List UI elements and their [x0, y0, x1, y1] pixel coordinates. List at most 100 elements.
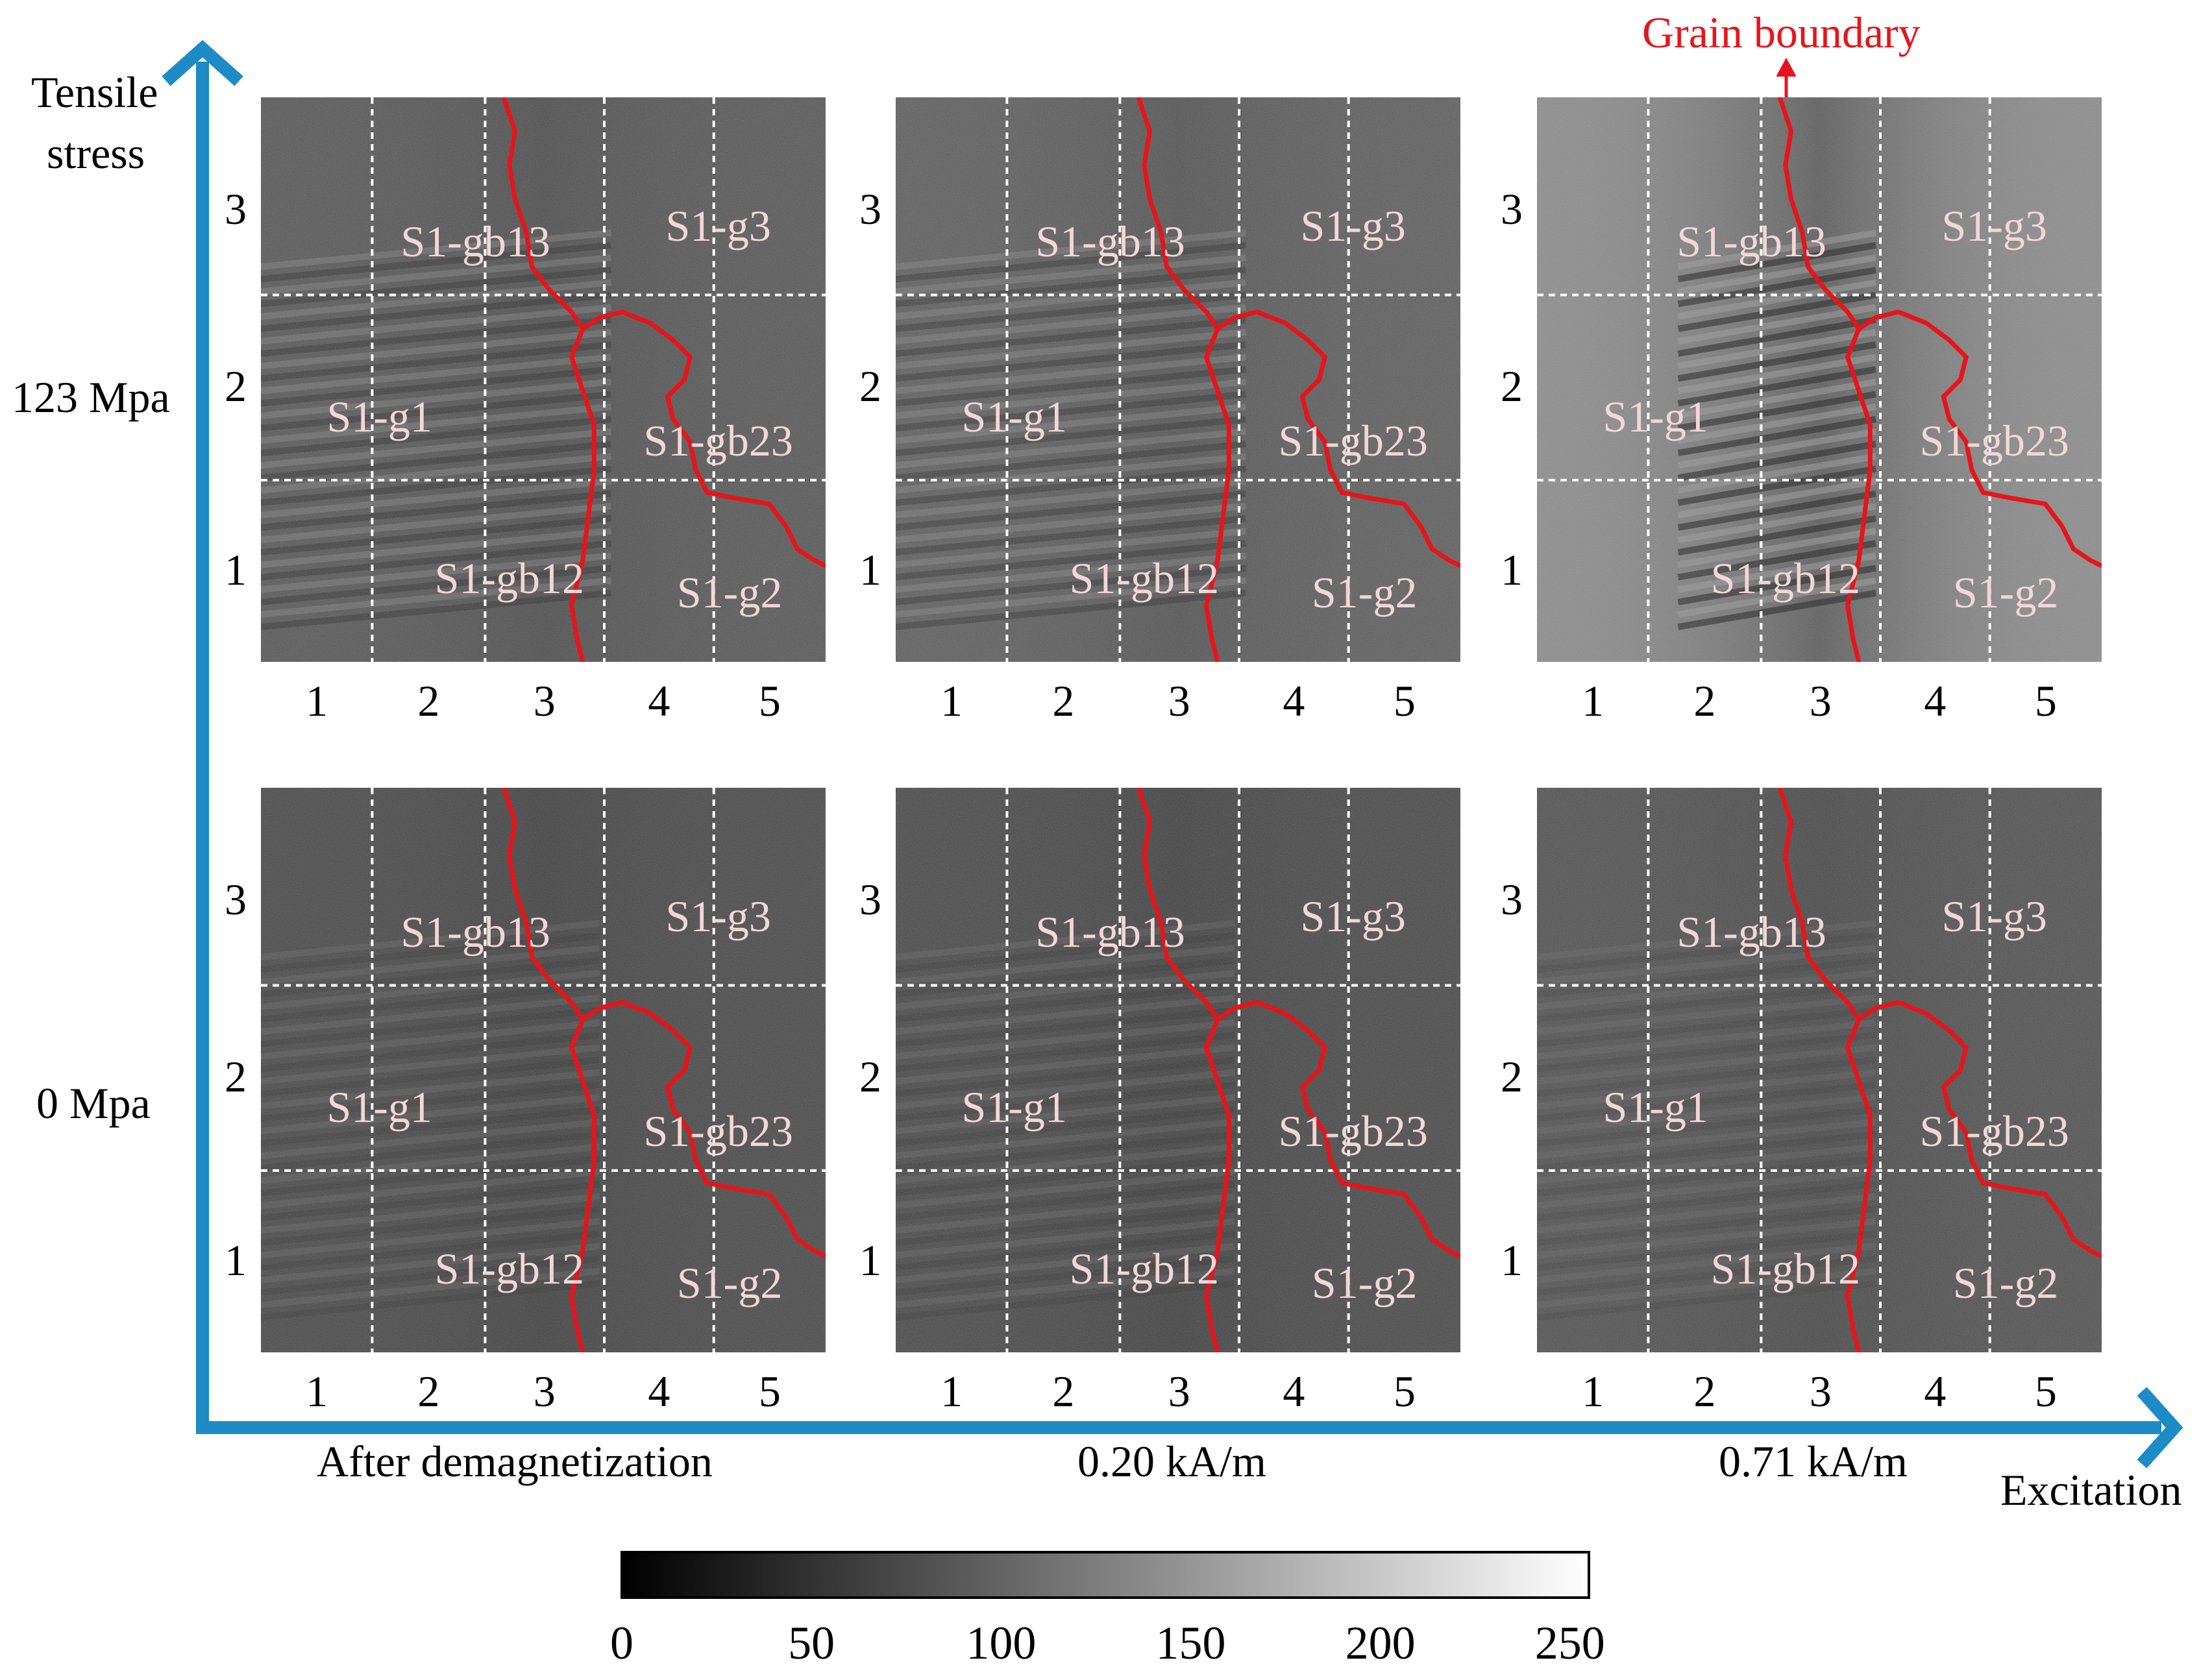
region-label-gb12: S1-gb12 — [1069, 1244, 1220, 1294]
grain-boundary-line — [1136, 97, 1231, 662]
region-label-gb13: S1-gb13 — [1035, 216, 1185, 266]
region-label-g2: S1-g2 — [676, 1258, 783, 1308]
grain-boundary-branch — [1216, 1000, 1460, 1259]
grain-boundary-line — [1777, 97, 1873, 662]
x-tick-label: 2 — [1052, 1367, 1075, 1416]
x-tick-label: 1 — [940, 1367, 963, 1416]
panel-image — [261, 788, 826, 1352]
x-tick-label: 4 — [648, 676, 670, 725]
column-label-071: 0.71 kA/m — [1719, 1437, 1908, 1486]
region-label-gb23: S1-gb23 — [1278, 415, 1428, 465]
region-label-g2: S1-g2 — [1311, 1258, 1418, 1308]
region-label-g2: S1-g2 — [676, 567, 783, 617]
x-tick-label: 2 — [417, 1367, 440, 1416]
panel-image — [261, 97, 826, 662]
image-panel-stress-0-071kam: S1-gb13 S1-g3 S1-g1 S1-gb23 S1-gb12 S1-g2 — [1537, 788, 2102, 1352]
grain-boundary-branch — [581, 1000, 826, 1259]
y-tick-label: 1 — [225, 1235, 247, 1285]
colorbar-tick-label: 0 — [610, 1617, 633, 1669]
x-tick-label: 5 — [2034, 1367, 2057, 1416]
x-tick-label: 3 — [533, 1367, 556, 1416]
y-tick-label: 2 — [1501, 361, 1523, 411]
y-tick-label: 1 — [1501, 1235, 1523, 1285]
x-tick-label: 3 — [1809, 1367, 1832, 1416]
x-tick-label: 5 — [758, 1367, 781, 1416]
region-label-g1: S1-g1 — [961, 1082, 1067, 1132]
grain-boundary-line — [501, 97, 596, 662]
x-tick-label: 5 — [758, 676, 781, 725]
y-tick-label: 2 — [859, 1052, 881, 1102]
panel-noise — [261, 97, 826, 662]
y-tick-label: 1 — [225, 544, 247, 594]
region-label-gb13: S1-gb13 — [400, 216, 550, 266]
grain-boundary-arrowhead — [1776, 57, 1797, 77]
colorbar-tick-label: 50 — [788, 1617, 835, 1669]
colorbar-tick-label: 250 — [1534, 1617, 1605, 1669]
panel-noise — [1537, 97, 2102, 662]
panel-noise — [896, 788, 1460, 1352]
x-tick-label: 5 — [2034, 676, 2057, 725]
region-label-gb23: S1-gb23 — [643, 1106, 793, 1156]
x-tick-label: 1 — [1582, 1367, 1604, 1416]
region-label-gb23: S1-gb23 — [1919, 415, 2069, 465]
y-axis-arrowhead — [162, 40, 243, 86]
region-label-g3: S1-g3 — [1300, 201, 1406, 251]
grain-boundary-line — [1777, 788, 1873, 1352]
grain-boundary-line — [1136, 788, 1231, 1352]
column-label-020: 0.20 kA/m — [1077, 1437, 1266, 1486]
region-label-g2: S1-g2 — [1311, 567, 1418, 617]
y-tick-label: 3 — [859, 875, 881, 924]
region-label-gb12: S1-gb12 — [434, 554, 585, 603]
y-tick-label: 2 — [225, 1052, 247, 1102]
region-label-g3: S1-g3 — [665, 201, 771, 251]
colorbar-tick-label: 150 — [1155, 1617, 1226, 1669]
x-axis-label: Excitation — [2000, 1465, 2182, 1515]
image-panel-stress-123-071kam: S1-gb13 S1-g3 S1-g1 S1-gb23 S1-gb12 S1-g2 — [1537, 97, 2102, 662]
panel-image — [1537, 97, 2102, 662]
grain-boundary-branch — [1857, 1000, 2102, 1259]
panel-noise — [896, 97, 1460, 662]
region-label-g1: S1-g1 — [326, 1082, 432, 1132]
region-label-gb12: S1-gb12 — [1710, 554, 1861, 603]
y-tick-label: 3 — [225, 875, 247, 924]
grain-boundary-branch — [581, 310, 826, 568]
image-panel-stress-0-020kam: S1-gb13 S1-g3 S1-g1 S1-gb23 S1-gb12 S1-g2 — [896, 788, 1460, 1352]
panel-image — [896, 97, 1460, 662]
x-tick-label: 3 — [1168, 676, 1190, 725]
region-label-gb23: S1-gb23 — [643, 415, 793, 465]
y-tick-label: 3 — [1501, 875, 1523, 924]
region-label-g3: S1-g3 — [665, 892, 771, 942]
x-tick-label: 4 — [1283, 676, 1305, 725]
y-tick-label: 1 — [1501, 544, 1523, 594]
grain-boundary-label: Grain boundary — [1642, 8, 1921, 57]
region-label-g1: S1-g1 — [961, 391, 1067, 441]
y-tick-label: 2 — [859, 361, 881, 411]
colorbar-tick-label: 200 — [1345, 1617, 1416, 1669]
region-label-g1: S1-g1 — [326, 391, 432, 441]
x-tick-label: 1 — [1582, 676, 1604, 725]
region-label-g2: S1-g2 — [1952, 567, 2059, 617]
row-label-123: 123 Mpa — [12, 372, 170, 422]
region-label-g1: S1-g1 — [1603, 391, 1708, 441]
region-label-g3: S1-g3 — [1300, 892, 1406, 942]
panel-image — [896, 788, 1460, 1352]
column-label-demag: After demagnetization — [317, 1437, 713, 1486]
y-tick-label: 1 — [859, 1235, 881, 1285]
y-tick-label: 3 — [1501, 184, 1523, 234]
colorbar-tick-label: 100 — [966, 1617, 1037, 1669]
y-axis-label-line1: Tensile — [31, 67, 158, 117]
x-axis-arrowhead — [2137, 1387, 2183, 1468]
x-tick-label: 5 — [1393, 1367, 1416, 1416]
x-tick-label: 3 — [1809, 676, 1832, 725]
x-tick-label: 2 — [1693, 1367, 1716, 1416]
x-tick-label: 5 — [1393, 676, 1416, 725]
region-label-gb13: S1-gb13 — [400, 907, 550, 956]
image-panel-stress-0-demag: S1-gb13 S1-g3 S1-g1 S1-gb23 S1-gb12 S1-g2 — [261, 788, 826, 1352]
region-label-gb13: S1-gb13 — [1035, 907, 1185, 956]
y-axis-label-line2: stress — [47, 128, 145, 178]
region-label-gb23: S1-gb23 — [1919, 1106, 2069, 1156]
grain-boundary-branch — [1216, 310, 1460, 568]
x-tick-label: 2 — [417, 676, 440, 725]
panel-noise — [261, 788, 826, 1352]
